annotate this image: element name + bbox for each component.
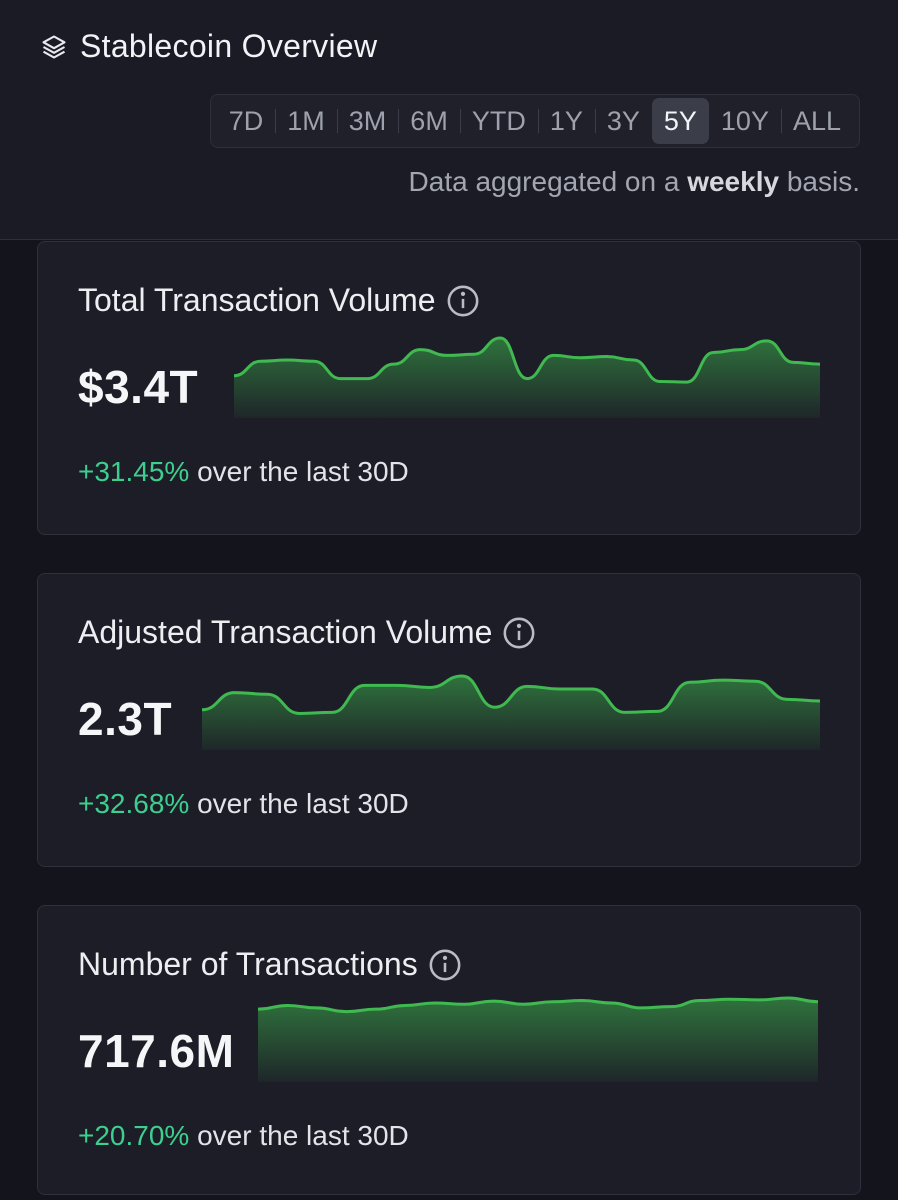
metric-value: 2.3T <box>78 693 173 745</box>
aggregation-note-prefix: Data aggregated on a <box>408 166 688 197</box>
metric-card-transactions: Number of Transactions 717.6M +20.70% ov… <box>37 905 861 1195</box>
aggregation-note-suffix: basis. <box>779 166 860 197</box>
info-icon[interactable] <box>428 948 462 982</box>
layers-icon <box>42 34 66 59</box>
sparkline-area <box>202 676 820 750</box>
change-text: +20.70% over the last 30D <box>78 1120 409 1152</box>
range-1y[interactable]: 1Y <box>537 98 595 144</box>
range-10y[interactable]: 10Y <box>720 105 769 136</box>
change-text: +32.68% over the last 30D <box>78 788 409 820</box>
sparkline-chart <box>258 996 818 1082</box>
range-7d[interactable]: 7D <box>228 105 264 136</box>
info-icon[interactable] <box>502 616 536 650</box>
change-percent: +20.70% <box>78 1120 190 1151</box>
sparkline-area <box>234 338 820 418</box>
sparkline-area <box>258 998 818 1082</box>
info-icon[interactable] <box>446 284 480 318</box>
aggregation-note: Data aggregated on a weekly basis. <box>409 166 860 198</box>
range-3m[interactable]: 3M <box>336 98 399 144</box>
sparkline-line <box>202 674 820 715</box>
change-suffix: over the last 30D <box>189 456 409 487</box>
change-suffix: over the last 30D <box>189 788 409 819</box>
page-title: Stablecoin Overview <box>80 28 378 64</box>
sparkline-line <box>258 996 818 1014</box>
time-range-selector: 7D 1M 3M 6M YTD 1Y 3Y 5Y 10Y ALL <box>209 94 860 148</box>
metric-value: 717.6M <box>78 1025 235 1077</box>
metric-card-adjusted-volume: Adjusted Transaction Volume 2.3T +32.68%… <box>37 573 861 867</box>
change-suffix: over the last 30D <box>189 1120 409 1151</box>
range-3y[interactable]: 3Y <box>594 98 652 144</box>
card-title-row: Number of Transactions <box>78 946 462 983</box>
metric-card-total-volume: Total Transaction Volume $3.4T +31.45% o… <box>37 241 861 535</box>
metric-value: $3.4T <box>78 361 199 413</box>
card-title-row: Adjusted Transaction Volume <box>78 614 536 651</box>
change-percent: +31.45% <box>78 456 190 487</box>
card-title: Adjusted Transaction Volume <box>78 614 493 650</box>
card-title: Total Transaction Volume <box>78 282 436 318</box>
range-6m[interactable]: 6M <box>398 98 460 144</box>
change-text: +31.45% over the last 30D <box>78 456 409 488</box>
aggregation-period: weekly <box>687 166 780 197</box>
card-title-row: Total Transaction Volume <box>78 282 480 319</box>
range-5y[interactable]: 5Y <box>651 98 709 144</box>
card-title: Number of Transactions <box>78 946 418 982</box>
overview-header: Stablecoin Overview 7D 1M 3M 6M YTD 1Y 3… <box>0 0 898 240</box>
title-row: Stablecoin Overview <box>40 28 377 65</box>
sparkline-chart <box>234 336 820 418</box>
range-ytd[interactable]: YTD <box>459 98 538 144</box>
range-1m[interactable]: 1M <box>275 98 337 144</box>
sparkline-line <box>234 336 820 384</box>
range-all[interactable]: ALL <box>780 98 853 144</box>
sparkline-chart <box>202 674 820 750</box>
change-percent: +32.68% <box>78 788 190 819</box>
